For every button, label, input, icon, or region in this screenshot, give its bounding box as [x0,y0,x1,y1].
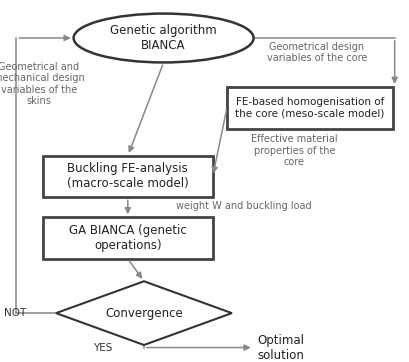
Text: Geometrical and
mechanical design
variables of the
skins: Geometrical and mechanical design variab… [0,62,85,106]
Text: weight W and buckling load: weight W and buckling load [176,201,312,211]
Text: Genetic algorithm
BIANCA: Genetic algorithm BIANCA [110,24,217,52]
Text: FE-based homogenisation of
the core (meso-scale model): FE-based homogenisation of the core (mes… [235,97,384,118]
Polygon shape [56,281,232,345]
Text: NOT: NOT [4,308,26,318]
Text: Effective material
properties of the
core: Effective material properties of the cor… [251,134,338,167]
Text: Buckling FE-analysis
(macro-scale model): Buckling FE-analysis (macro-scale model) [67,163,189,190]
Text: GA BIANCA (genetic
operations): GA BIANCA (genetic operations) [69,224,187,252]
Text: Geometrical design
variables of the core: Geometrical design variables of the core [267,42,367,63]
Text: Convergence: Convergence [105,307,183,320]
Text: YES: YES [93,342,113,353]
FancyBboxPatch shape [227,87,393,129]
FancyBboxPatch shape [43,156,213,197]
Ellipse shape [74,13,254,62]
Text: Optimal
solution: Optimal solution [258,333,305,362]
FancyBboxPatch shape [43,217,213,259]
